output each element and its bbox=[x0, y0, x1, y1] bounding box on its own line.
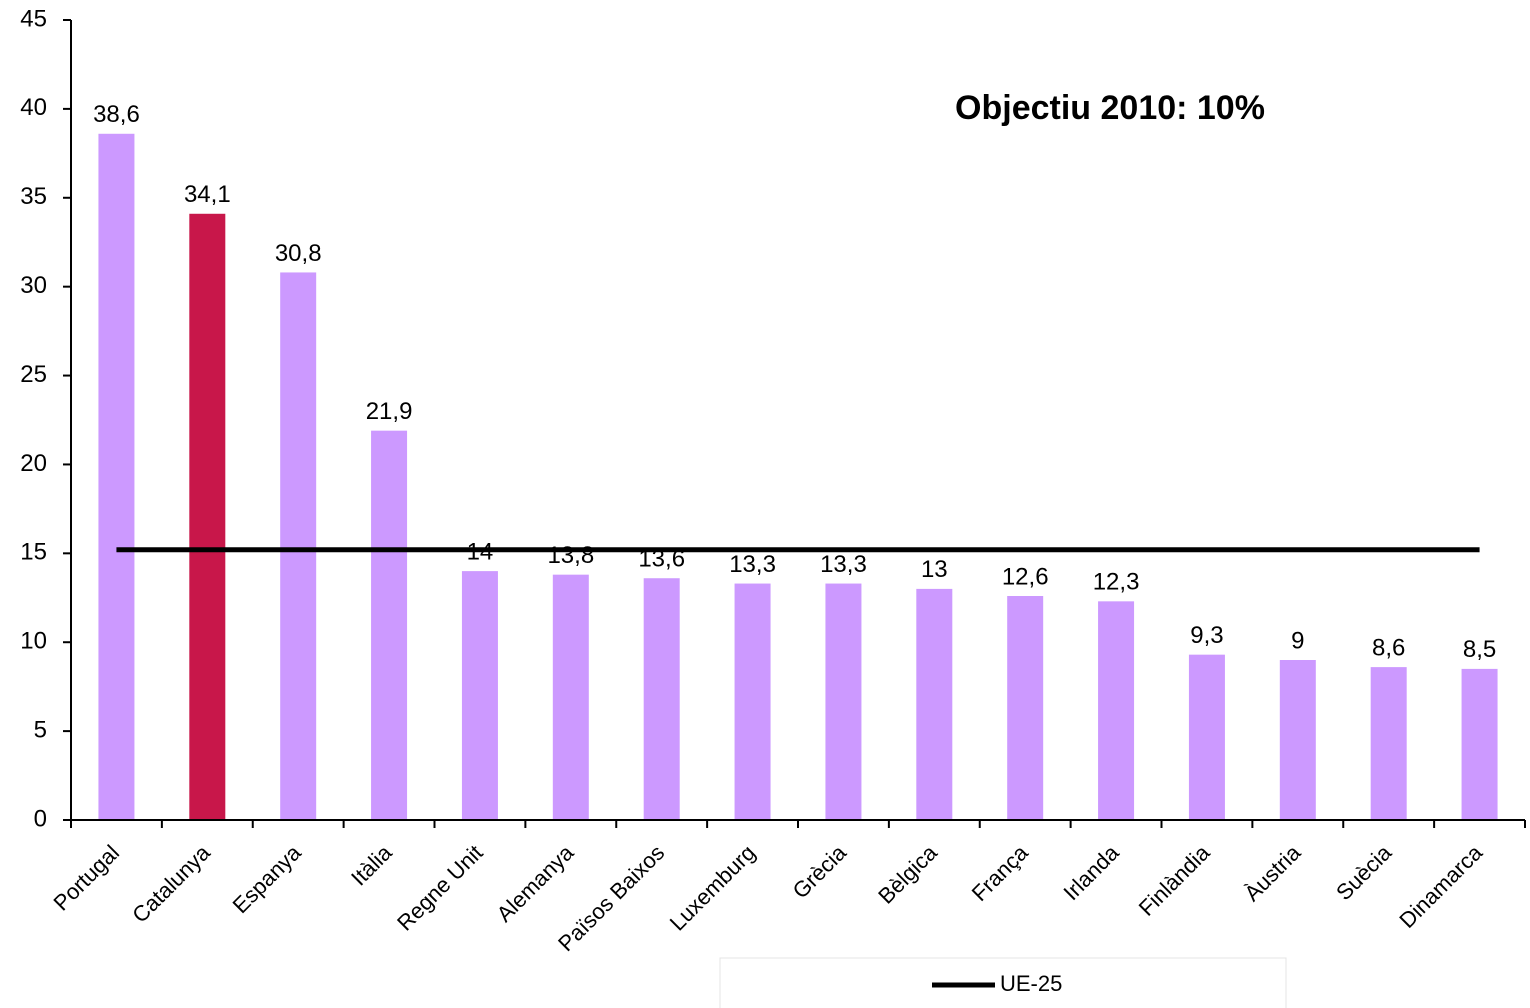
bar bbox=[552, 574, 589, 820]
bar bbox=[280, 272, 317, 820]
bar bbox=[1461, 668, 1498, 820]
value-label: 38,6 bbox=[93, 101, 140, 128]
y-tick-label: 35 bbox=[20, 183, 47, 210]
y-tick-label: 30 bbox=[20, 272, 47, 299]
value-label: 13,3 bbox=[729, 551, 776, 578]
x-tick-label: Irlanda bbox=[1058, 839, 1124, 905]
x-tick-label: França bbox=[967, 839, 1034, 906]
y-tick-label: 20 bbox=[20, 450, 47, 477]
bar bbox=[1098, 601, 1135, 820]
x-tick-label: Espanya bbox=[228, 839, 307, 918]
bar bbox=[643, 578, 680, 820]
value-label: 8,6 bbox=[1372, 634, 1405, 661]
y-tick-label: 25 bbox=[20, 361, 47, 388]
value-label: 30,8 bbox=[275, 240, 322, 267]
value-label: 9,3 bbox=[1190, 622, 1223, 649]
x-tick-label: Portugal bbox=[48, 840, 124, 916]
x-tick-label: Suècia bbox=[1331, 839, 1397, 905]
value-label: 13,3 bbox=[820, 551, 867, 578]
x-tick-label: Dinamarca bbox=[1394, 839, 1487, 932]
legend-label: UE-25 bbox=[1000, 971, 1062, 996]
bar bbox=[1279, 660, 1316, 820]
value-label: 12,6 bbox=[1002, 563, 1049, 590]
bar bbox=[916, 588, 953, 820]
value-label: 34,1 bbox=[184, 181, 231, 208]
bar bbox=[734, 583, 771, 820]
y-tick-label: 45 bbox=[20, 5, 47, 32]
y-tick-label: 0 bbox=[34, 805, 47, 832]
value-label: 13,8 bbox=[547, 542, 594, 569]
annotation: Objectiu 2010: 10% bbox=[955, 89, 1265, 127]
bar bbox=[189, 213, 226, 820]
x-tick-label: Àustria bbox=[1239, 839, 1306, 906]
bar bbox=[371, 430, 408, 820]
value-label: 8,5 bbox=[1463, 636, 1496, 663]
value-label: 9 bbox=[1291, 627, 1304, 654]
bar bbox=[461, 571, 498, 820]
y-tick-label: 15 bbox=[20, 539, 47, 566]
bar bbox=[98, 133, 135, 820]
x-tick-label: Itàlia bbox=[346, 839, 397, 890]
x-tick-label: Catalunya bbox=[127, 839, 215, 927]
x-tick-label: Regne Unit bbox=[392, 840, 488, 936]
legend-box bbox=[719, 957, 1287, 1008]
x-tick-label: Luxemburg bbox=[665, 840, 761, 936]
y-tick-label: 5 bbox=[34, 716, 47, 743]
value-label: 12,3 bbox=[1093, 569, 1140, 596]
bar bbox=[825, 583, 862, 820]
bar bbox=[1370, 667, 1407, 820]
y-tick-label: 40 bbox=[20, 94, 47, 121]
value-label: 21,9 bbox=[366, 398, 413, 425]
bar bbox=[1188, 654, 1225, 820]
x-tick-label: Finlàndia bbox=[1134, 839, 1215, 920]
x-tick-label: Bèlgica bbox=[873, 839, 942, 908]
x-tick-label: Grècia bbox=[788, 839, 852, 903]
bar bbox=[1007, 596, 1044, 820]
value-label: 13 bbox=[921, 556, 948, 583]
x-tick-label: Alemanya bbox=[492, 839, 579, 926]
y-tick-label: 10 bbox=[20, 628, 47, 655]
